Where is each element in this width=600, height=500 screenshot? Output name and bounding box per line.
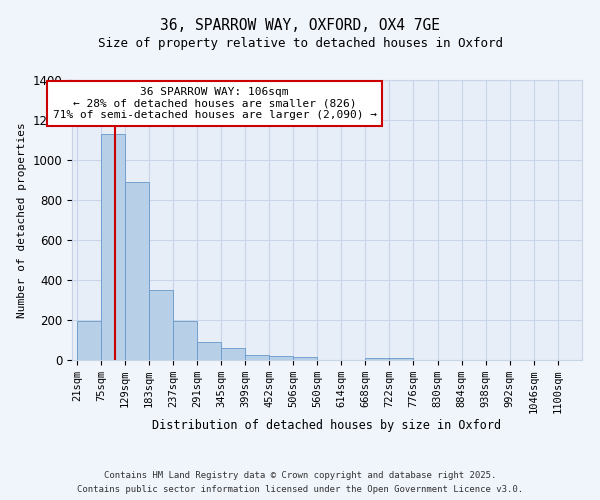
Bar	[101, 134, 125, 360]
Bar	[221, 348, 245, 360]
Y-axis label: Number of detached properties: Number of detached properties	[17, 122, 27, 318]
Bar	[269, 356, 293, 360]
Bar	[173, 321, 197, 360]
Bar	[149, 290, 173, 360]
Bar	[389, 358, 413, 360]
X-axis label: Distribution of detached houses by size in Oxford: Distribution of detached houses by size …	[152, 419, 502, 432]
Bar	[125, 182, 149, 360]
Bar	[197, 342, 221, 360]
Bar	[77, 321, 101, 360]
Text: Size of property relative to detached houses in Oxford: Size of property relative to detached ho…	[97, 38, 503, 51]
Bar	[365, 358, 389, 360]
Bar	[293, 358, 317, 360]
Bar	[245, 355, 269, 360]
Text: Contains HM Land Registry data © Crown copyright and database right 2025.
Contai: Contains HM Land Registry data © Crown c…	[77, 472, 523, 494]
Text: 36, SPARROW WAY, OXFORD, OX4 7GE: 36, SPARROW WAY, OXFORD, OX4 7GE	[160, 18, 440, 32]
Text: 36 SPARROW WAY: 106sqm
← 28% of detached houses are smaller (826)
71% of semi-de: 36 SPARROW WAY: 106sqm ← 28% of detached…	[53, 87, 377, 120]
